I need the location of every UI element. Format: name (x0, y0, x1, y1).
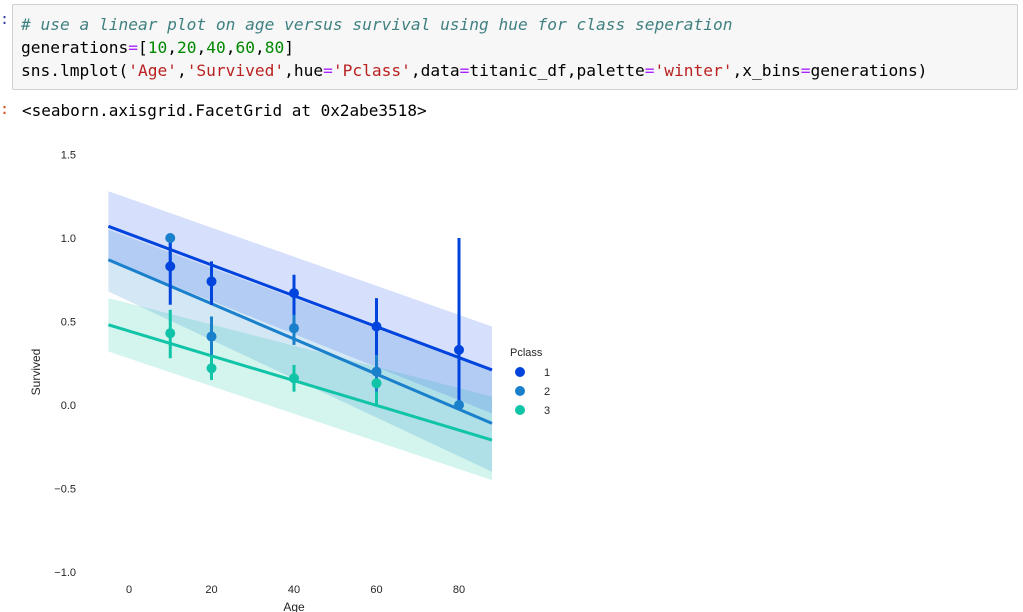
code-token: 'Pclass' (332, 61, 411, 80)
code-token: 40 (206, 38, 226, 57)
code-token: 20 (176, 38, 197, 57)
input-prompt: : (0, 10, 10, 28)
data-point-class-1 (371, 321, 382, 332)
y-tick-label: 1.0 (61, 233, 76, 245)
y-tick-label: 1.5 (61, 150, 76, 162)
code-token: ,data (410, 61, 460, 80)
code-token: titanic_df,palette (469, 61, 645, 80)
data-point-class-1 (454, 344, 464, 355)
code-token: , (176, 61, 187, 80)
x-tick-label: 80 (453, 584, 465, 596)
y-tick-label: −1.0 (54, 567, 76, 579)
x-tick-label: 20 (205, 584, 217, 596)
code-token: # use a linear plot on age versus surviv… (21, 15, 733, 34)
binned-points (165, 233, 464, 410)
data-point-class-3 (289, 373, 299, 384)
code-token: ,x_bins (732, 61, 801, 80)
code-token: sns.lmplot( (21, 61, 129, 80)
x-tick-labels: 0 20 40 60 80 (126, 584, 465, 596)
data-point-class-1 (289, 288, 299, 299)
data-point-class-3 (206, 363, 217, 374)
legend-label: 1 (544, 367, 550, 379)
data-point-class-1 (206, 276, 217, 287)
code-token: generations (21, 38, 129, 57)
x-tick-label: 60 (370, 584, 382, 596)
data-point-class-3 (371, 378, 382, 389)
legend-marker-class-3 (515, 405, 525, 415)
x-axis-label: Age (283, 600, 305, 612)
output-text: <seaborn.axisgrid.FacetGrid at 0x2abe351… (22, 101, 427, 120)
data-point-class-1 (165, 261, 176, 272)
code-token: 'winter' (654, 61, 733, 80)
code-token: , (254, 38, 265, 57)
x-tick-label: 0 (126, 584, 132, 596)
legend-marker-class-2 (515, 386, 525, 396)
code-token: 'Age' (128, 61, 177, 80)
output-prompt: : (0, 100, 10, 118)
data-point-class-2 (371, 366, 382, 377)
code-token: [ (137, 38, 148, 57)
confidence-bands (108, 191, 492, 481)
code-token: 'Survived' (186, 61, 285, 80)
data-point-class-2 (289, 323, 299, 334)
regression-line-class-2 (107, 258, 493, 425)
legend: Pclass 1 2 3 (510, 347, 550, 417)
x-tick-label: 40 (288, 584, 300, 596)
confidence-band-class-1 (108, 191, 492, 414)
code-token: ,hue (284, 61, 324, 80)
y-tick-label: 0.0 (61, 400, 76, 412)
code-token: 10 (147, 38, 168, 57)
code-token: ] (284, 38, 294, 57)
code-token: = (459, 61, 470, 80)
legend-label: 2 (544, 386, 550, 398)
code-token: , (225, 38, 236, 57)
confidence-band-class-3 (108, 298, 492, 481)
code-token: 80 (264, 38, 285, 57)
code-token: = (644, 61, 655, 80)
code-cell[interactable]: # use a linear plot on age versus surviv… (12, 4, 1018, 90)
data-point-class-2 (454, 400, 464, 410)
regression-line-class-3 (107, 323, 493, 442)
code-token: = (800, 61, 811, 80)
y-axis-label: Survived (29, 349, 43, 396)
code-token: generations) (810, 61, 928, 80)
legend-marker-class-1 (515, 367, 525, 377)
code-token: , (167, 38, 177, 57)
code-token: , (196, 38, 207, 57)
y-tick-label: −0.5 (54, 484, 76, 496)
code-token: = (323, 61, 333, 80)
data-point-class-2 (206, 331, 217, 342)
regression-line-class-1 (107, 224, 493, 372)
data-point-class-2 (165, 233, 176, 243)
legend-label: 3 (544, 405, 550, 417)
code-editor[interactable]: # use a linear plot on age versus surviv… (21, 13, 927, 82)
y-tick-label: 0.5 (61, 317, 76, 329)
code-token: = (128, 38, 138, 57)
regression-lines (107, 224, 493, 442)
legend-title: Pclass (510, 347, 543, 359)
code-token: 60 (235, 38, 255, 57)
y-tick-labels: −1.0 −0.5 0.0 0.5 1.0 1.5 (54, 150, 76, 580)
data-point-class-3 (165, 328, 176, 339)
